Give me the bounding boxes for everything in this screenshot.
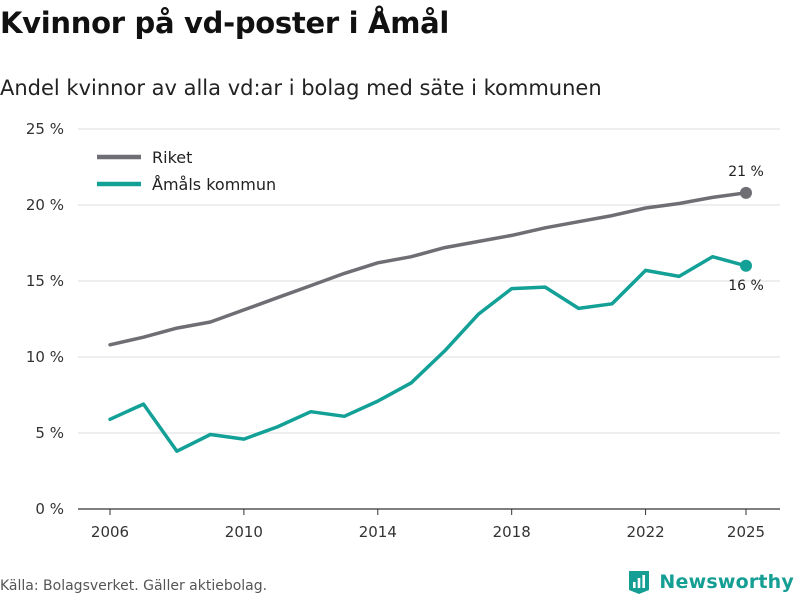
series-lines: [108, 186, 752, 453]
x-tick-label-2018: 2018: [493, 523, 531, 541]
series-line-amal: [108, 254, 748, 453]
x-tick-label-2014: 2014: [359, 523, 397, 541]
end-label-amal: 16 %: [728, 278, 764, 294]
y-tick-label-0: 0 %: [35, 500, 64, 518]
legend-label-riket: Riket: [152, 148, 192, 167]
y-tick-label-5: 5 %: [35, 424, 64, 442]
x-tick-label-2022: 2022: [626, 523, 664, 541]
legend: Riket Åmåls kommun: [97, 148, 276, 194]
end-marker-amal: [740, 259, 752, 272]
series-line-riket: [108, 191, 748, 347]
x-tick-label-2025: 2025: [727, 523, 765, 541]
end-labels: 21 % 16 %: [728, 164, 764, 294]
end-label-riket: 21 %: [728, 164, 764, 180]
end-marker-riket: [740, 186, 752, 199]
brand-logo[interactable]: Newsworthy: [627, 569, 794, 595]
y-axis-ticks: 0 % 5 % 10 % 15 % 20 % 25 %: [26, 120, 64, 518]
y-tick-label-25: 25 %: [26, 120, 64, 138]
source-note: Källa: Bolagsverket. Gäller aktiebolag.: [0, 578, 268, 594]
y-tick-label-20: 20 %: [26, 196, 64, 214]
y-tick-label-10: 10 %: [26, 348, 64, 366]
x-axis-ticks: 2006 2010 2014 2018 2022 2025: [91, 509, 765, 541]
newsworthy-logo-icon: [629, 571, 650, 594]
legend-label-amal: Åmåls kommun: [152, 175, 276, 194]
chart-subtitle: Andel kvinnor av alla vd:ar i bolag med …: [0, 76, 602, 100]
x-tick-label-2010: 2010: [225, 523, 263, 541]
x-tick-label-2006: 2006: [91, 523, 129, 541]
chart-title: Kvinnor på vd-poster i Åmål: [0, 6, 450, 40]
y-tick-label-15: 15 %: [26, 272, 64, 290]
grid-lines: [78, 128, 780, 510]
brand-name: Newsworthy: [659, 571, 794, 593]
